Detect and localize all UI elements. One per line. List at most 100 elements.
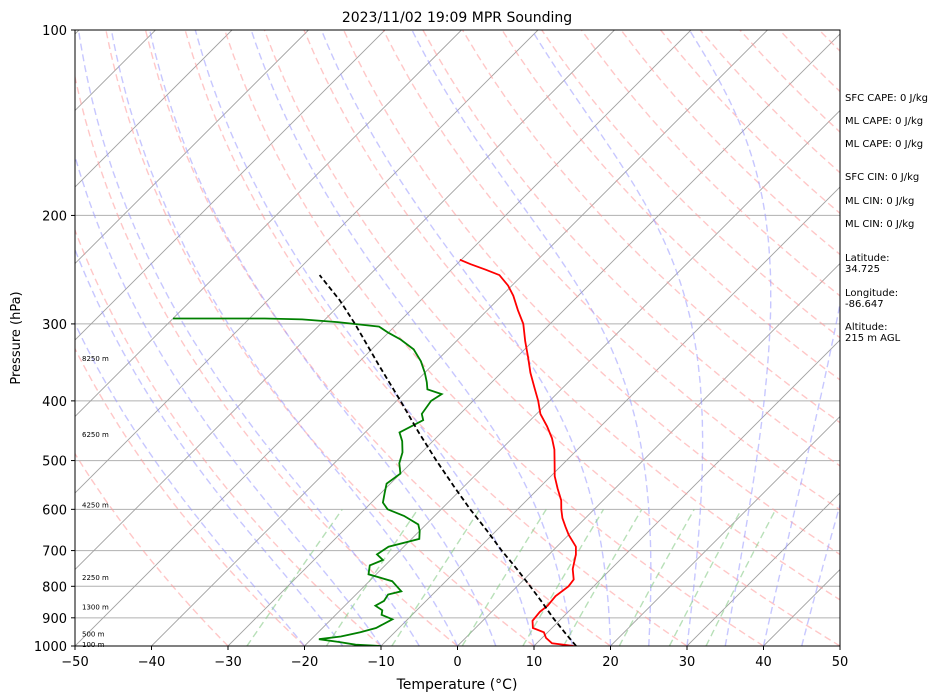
x-tick-label: 40 xyxy=(755,655,772,670)
dry-adiabat-line xyxy=(105,30,535,646)
isotherm-line xyxy=(151,30,768,646)
ml-cape-text: ML CAPE: 0 J/kg xyxy=(845,116,924,127)
isotherm-line xyxy=(610,415,840,646)
moist-adiabat-line xyxy=(762,299,840,646)
dry-adiabat-line xyxy=(461,30,840,424)
isotherm-line xyxy=(380,186,840,646)
sfc-cin-text: SFC CIN: 0 J/kg xyxy=(845,172,920,183)
dry-adiabat-line xyxy=(224,30,764,646)
latitude-value: 34.725 xyxy=(845,264,880,275)
height-label: 100 m xyxy=(82,641,105,649)
height-label: 1300 m xyxy=(82,603,109,611)
dry-adiabat-line xyxy=(144,30,611,646)
isotherm-line xyxy=(75,30,539,494)
x-tick-label: 10 xyxy=(526,655,543,670)
latitude-block: Latitude: 34.725 xyxy=(845,253,890,275)
x-tick-label: −10 xyxy=(367,655,394,670)
x-tick-label: 50 xyxy=(832,655,849,670)
isotherm-line xyxy=(457,262,840,646)
moist-adiabat-line xyxy=(149,30,497,646)
dry-adiabat-line xyxy=(541,30,840,339)
mixing-ratio-line xyxy=(668,508,742,646)
y-axis-label: Pressure (hPa) xyxy=(9,291,24,384)
dry-adiabat-line xyxy=(75,228,382,646)
y-tick-label: 1000 xyxy=(34,640,67,655)
isotherm-line xyxy=(304,109,840,646)
longitude-value: -86.647 xyxy=(845,299,884,310)
x-tick-label: −40 xyxy=(138,655,165,670)
y-tick-label: 100 xyxy=(42,24,67,39)
longitude-block: Longitude: -86.647 xyxy=(845,288,898,310)
mixing-ratio-line xyxy=(391,508,481,646)
x-tick-label: −50 xyxy=(61,655,88,670)
moist-adiabat-line xyxy=(688,30,772,646)
moist-adiabat-line xyxy=(531,30,704,646)
isotherm-line xyxy=(0,30,3,646)
y-tick-label: 500 xyxy=(42,455,67,470)
y-tick-label: 300 xyxy=(42,318,67,333)
altitude-value: 215 m AGL xyxy=(845,333,901,344)
dry-adiabat-line xyxy=(580,30,840,297)
height-label: 500 m xyxy=(82,631,105,639)
axes: 100 m 500 m 1300 m 2250 m 4250 m 6250 m 8250 m… xyxy=(34,24,848,670)
background-lines xyxy=(0,30,840,646)
moist-adiabat-line xyxy=(411,30,652,646)
altitude-label: Altitude: xyxy=(845,322,888,333)
y-tick-label: 800 xyxy=(42,580,67,595)
isotherm-line xyxy=(75,30,386,341)
data-lines xyxy=(173,258,577,646)
sfc-cape-text: SFC CAPE: 0 J/kg xyxy=(845,93,928,104)
dry-adiabat-line xyxy=(501,30,840,381)
latitude-label: Latitude: xyxy=(845,253,890,264)
moist-adiabat-line xyxy=(250,30,573,646)
x-tick-label: −30 xyxy=(214,655,241,670)
longitude-label: Longitude: xyxy=(845,288,899,299)
dry-adiabat-line xyxy=(184,30,688,646)
dry-adiabat-line xyxy=(263,30,840,646)
y-tick-label: 400 xyxy=(42,395,67,410)
y-tick-label: 200 xyxy=(42,209,67,224)
dry-adiabat-line xyxy=(75,73,458,646)
isotherm-line xyxy=(686,492,840,646)
dry-adiabat-line xyxy=(75,452,229,646)
ml-cin-text-2: ML CIN: 0 J/kg xyxy=(845,219,915,230)
chart-title: 2023/11/02 19:09 MPR Sounding xyxy=(342,10,572,26)
ml-cin-text: ML CIN: 0 J/kg xyxy=(845,196,915,207)
x-tick-label: −20 xyxy=(291,655,318,670)
parcel-line xyxy=(318,274,577,646)
y-tick-label: 700 xyxy=(42,545,67,560)
moist-adiabat-line xyxy=(801,502,840,646)
y-tick-label: 600 xyxy=(42,503,67,518)
moist-adiabat-line xyxy=(194,30,535,646)
moist-adiabat-line xyxy=(110,30,459,646)
dry-adiabat-line xyxy=(75,347,305,646)
moist-adiabat-line xyxy=(75,153,382,646)
isotherm-line xyxy=(75,30,615,571)
x-tick-label: 20 xyxy=(602,655,619,670)
x-tick-label: 0 xyxy=(453,655,461,670)
isotherm-line xyxy=(75,30,692,646)
mixing-ratio-line xyxy=(618,508,695,646)
x-tick-label: 30 xyxy=(679,655,696,670)
isotherm-line xyxy=(75,30,233,188)
mixing-ratio-line xyxy=(562,508,643,646)
mixing-ratio-line xyxy=(246,508,343,646)
dry-adiabat-line xyxy=(303,30,840,601)
altitude-block: Altitude: 215 m AGL xyxy=(845,322,900,344)
mixing-ratio-line xyxy=(705,508,777,646)
plot-frame xyxy=(74,29,841,647)
height-label: 2250 m xyxy=(82,574,109,582)
dry-adiabat-line xyxy=(342,30,840,556)
height-label: 8250 m xyxy=(82,355,109,363)
isotherm-line xyxy=(75,30,309,265)
height-label: 6250 m xyxy=(82,431,109,439)
moist-adiabat-line xyxy=(77,30,420,646)
isotherm-line xyxy=(75,30,462,418)
dewpoint-line xyxy=(173,317,444,646)
mixing-ratio-line xyxy=(461,508,547,646)
x-axis-label: Temperature (°C) xyxy=(396,677,518,693)
isotherm-line xyxy=(533,339,840,646)
mixing-ratio-line xyxy=(325,508,419,646)
mixing-ratio-line xyxy=(522,508,605,646)
